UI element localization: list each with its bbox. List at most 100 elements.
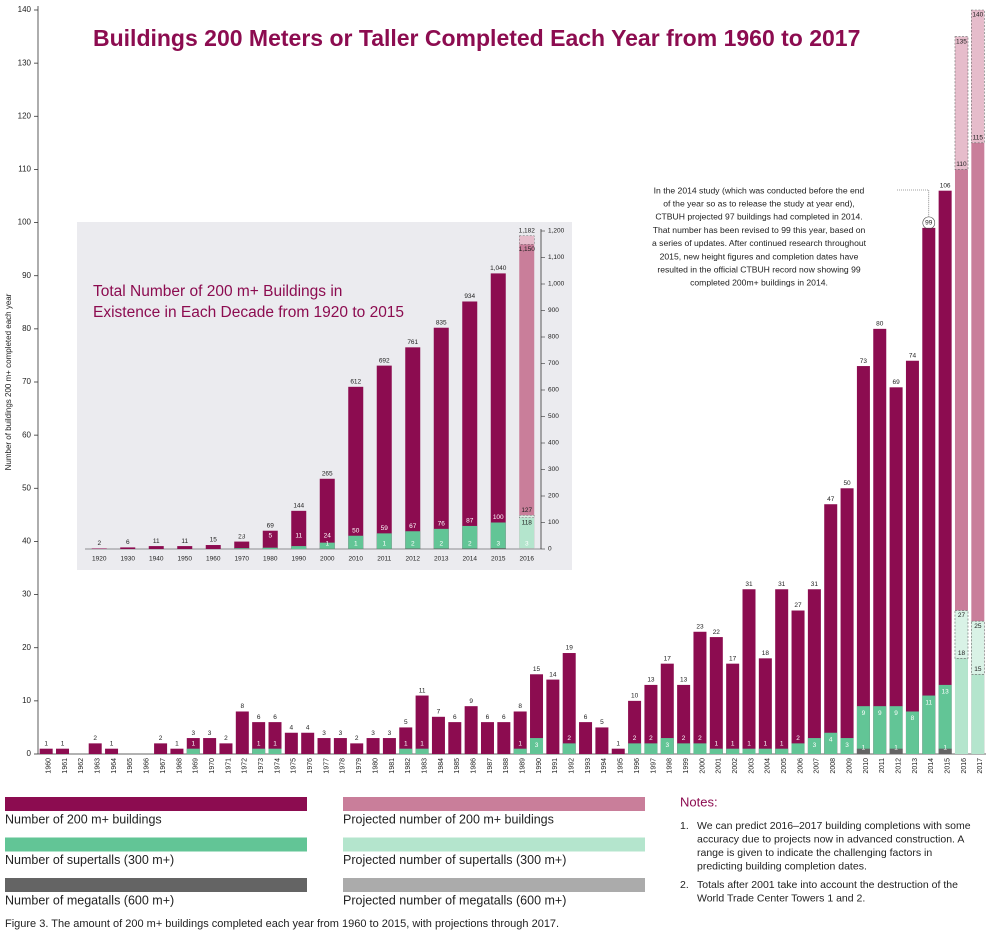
supertall-bar — [758, 748, 772, 754]
x-tick-label: 2017 — [977, 758, 984, 774]
inset-projected-supertall-bar-range — [519, 515, 535, 518]
data-label: 2 — [649, 735, 653, 742]
inset-bar — [205, 545, 221, 549]
inset-data-label: 28 — [238, 533, 246, 540]
bar — [154, 743, 168, 754]
bar — [611, 748, 625, 754]
supertall-bar — [415, 748, 429, 754]
bar — [562, 653, 576, 754]
x-tick-label: 2001 — [716, 758, 723, 774]
inset-bar — [405, 347, 421, 549]
inset-bar — [291, 510, 307, 549]
caption: Figure 3. The amount of 200 m+ buildings… — [5, 918, 559, 930]
inset-x-tick-label: 2012 — [406, 556, 421, 563]
data-label: 135 — [956, 38, 967, 45]
supertall-bar — [399, 748, 413, 754]
inset-x-tick-label: 2016 — [520, 556, 535, 563]
megatall-bar — [889, 748, 903, 754]
data-label: 14 — [549, 671, 557, 678]
inset-x-tick-label: 1920 — [92, 556, 107, 563]
data-label: 3 — [388, 730, 392, 737]
inset-bar — [462, 301, 478, 549]
supertall-bar — [252, 748, 266, 754]
data-label: 13 — [942, 689, 950, 696]
callout-leader — [897, 189, 930, 217]
data-label: 17 — [729, 655, 737, 662]
data-label: 25 — [974, 623, 982, 630]
x-tick-label: 1968 — [176, 758, 183, 774]
inset-x-tick-label: 2011 — [377, 556, 391, 563]
inset-data-label: 612 — [350, 379, 361, 386]
inset-bar — [234, 541, 250, 549]
data-label: 3 — [191, 730, 195, 737]
inset-supertall-bar — [376, 533, 392, 549]
inset-data-label: 3 — [525, 541, 529, 548]
data-label: 110 — [956, 161, 967, 168]
data-label: 8 — [911, 715, 915, 722]
x-tick-label: 1997 — [650, 758, 657, 774]
supertall-bar — [873, 706, 887, 754]
bar — [464, 706, 478, 754]
data-label: 3 — [813, 742, 817, 749]
data-label: 1 — [420, 740, 424, 747]
supertall-bar — [726, 748, 740, 754]
inset-x-tick-label: 2014 — [463, 556, 478, 563]
x-tick-label: 1970 — [209, 758, 216, 774]
inset-data-label: 11 — [295, 533, 302, 540]
bar — [219, 743, 233, 754]
inset-data-label: 11 — [181, 538, 188, 545]
data-label: 4 — [829, 736, 833, 743]
data-label: 4 — [290, 724, 294, 731]
y-tick-label: 30 — [22, 590, 31, 599]
data-label: 1 — [61, 740, 65, 747]
data-label: 2 — [159, 735, 163, 742]
data-label: 3 — [535, 742, 539, 749]
x-tick-label: 2000 — [699, 758, 706, 774]
data-label: 27 — [794, 602, 802, 609]
bar — [268, 722, 282, 754]
legend-swatch — [5, 837, 307, 852]
inset-data-label: 1,150 — [519, 246, 536, 253]
bar — [938, 190, 952, 754]
legend-label: Projected number of 200 m+ buildings — [343, 812, 554, 826]
bar — [677, 684, 691, 754]
note-text: range is given to indicate the challengi… — [697, 847, 932, 859]
bar — [530, 674, 544, 754]
inset-y-tick-label: 500 — [548, 413, 559, 420]
legend-label: Number of megatalls (600 m+) — [5, 893, 174, 907]
x-tick-label: 1982 — [405, 758, 412, 774]
data-label: 31 — [778, 581, 786, 588]
inset-data-label: 1 — [325, 541, 329, 548]
bar — [317, 738, 331, 754]
data-label: 5 — [600, 719, 604, 726]
annotation: resulted in the official CTBUH record no… — [657, 264, 861, 274]
bar — [448, 722, 462, 754]
supertall-bar — [513, 748, 527, 754]
inset-data-label: 50 — [352, 527, 360, 534]
x-tick-label: 1999 — [683, 758, 690, 774]
bar — [284, 732, 298, 754]
bar — [480, 722, 494, 754]
x-tick-label: 1961 — [62, 758, 69, 774]
supertall-bar — [562, 743, 576, 754]
inset-bar — [177, 546, 193, 549]
inset-x-tick-label: 1960 — [206, 556, 221, 563]
data-label: 9 — [878, 710, 882, 717]
note-text: Totals after 2001 take into account the … — [697, 879, 958, 891]
data-label: 3 — [339, 730, 343, 737]
bar — [873, 328, 887, 754]
inset-y-tick-label: 300 — [548, 466, 559, 473]
bar — [644, 684, 658, 754]
bar — [726, 663, 740, 754]
bar — [758, 658, 772, 754]
data-label: 69 — [892, 379, 900, 386]
supertall-bar — [628, 743, 642, 754]
inset-data-label: 761 — [407, 339, 418, 346]
x-tick-label: 1991 — [552, 758, 559, 774]
data-label: 3 — [322, 730, 326, 737]
x-tick-label: 1976 — [307, 758, 314, 774]
bar — [431, 716, 445, 754]
data-label: 6 — [273, 714, 277, 721]
inset-y-tick-label: 1,000 — [548, 281, 565, 288]
data-label: 13 — [680, 677, 688, 684]
